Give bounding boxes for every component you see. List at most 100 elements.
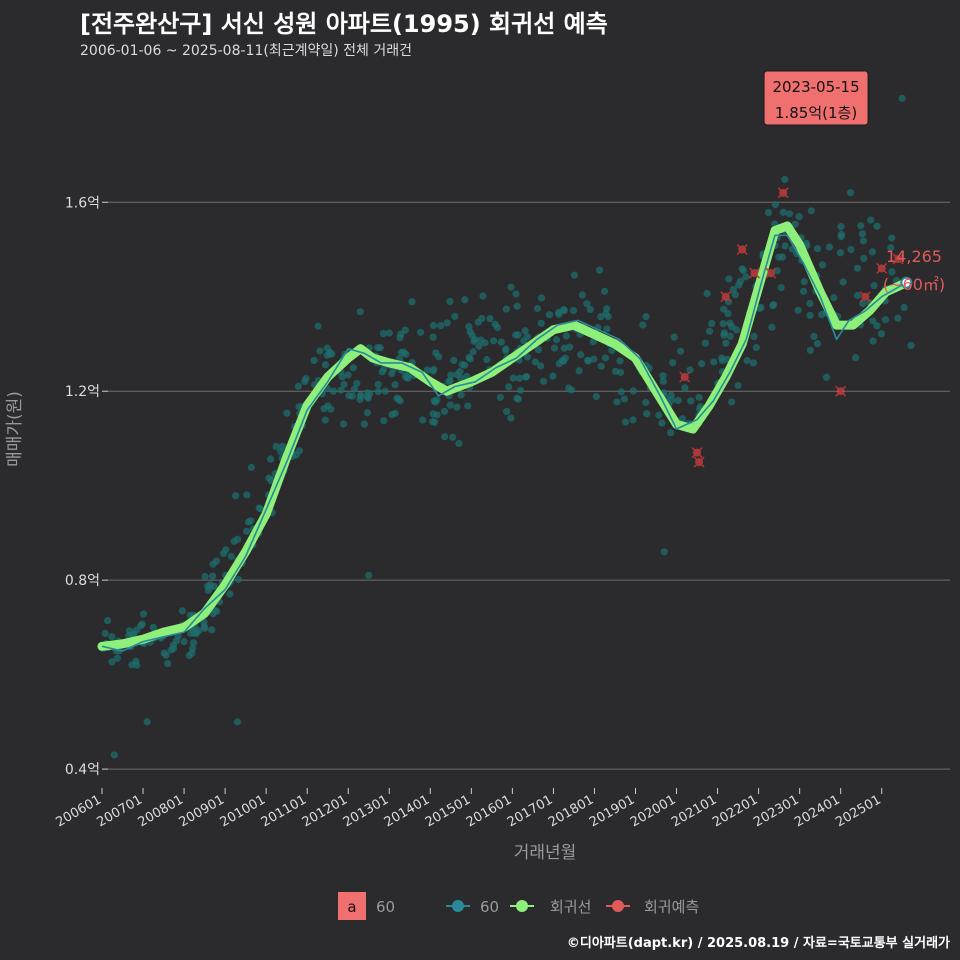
scatter-point: [429, 367, 437, 375]
scatter-point: [416, 328, 425, 336]
scatter-point: [550, 344, 559, 352]
scatter-point: [149, 623, 157, 631]
scatter-point: [178, 607, 186, 615]
scatter-point: [507, 414, 515, 422]
scatter-point: [725, 275, 733, 283]
scatter-point: [339, 420, 348, 428]
scatter-point: [887, 244, 895, 252]
scatter-point: [441, 433, 449, 441]
scatter-point: [233, 718, 242, 726]
scatter-point: [310, 356, 318, 365]
scatter-point: [888, 268, 896, 276]
scatter-point: [873, 222, 881, 230]
scatter-point: [608, 346, 616, 355]
scatter-point: [718, 354, 726, 362]
scatter-point: [795, 213, 803, 221]
scatter-point: [720, 329, 728, 337]
scatter-point: [853, 264, 862, 272]
x-tick-label: 201501: [423, 792, 473, 830]
scatter-point: [549, 372, 557, 380]
scatter-point: [837, 223, 845, 231]
scatter-point: [277, 447, 285, 456]
scatter-point: [522, 373, 530, 381]
scatter-point: [139, 610, 148, 618]
x-tick-label: 202001: [628, 792, 678, 830]
scatter-point: [859, 237, 868, 245]
forecast-x-mark: [765, 267, 777, 279]
scatter-point: [807, 207, 815, 215]
scatter-point: [642, 398, 650, 407]
scatter-point: [324, 402, 332, 410]
scatter-point: [870, 281, 878, 290]
x-tick-label: 201901: [587, 792, 637, 830]
scatter-point: [321, 416, 329, 424]
scatter-point: [408, 298, 416, 306]
scatter-point: [453, 371, 461, 379]
regression-line: [97, 221, 911, 651]
scatter-point: [560, 344, 568, 352]
highlight-date: 2023-05-15: [772, 78, 859, 96]
scatter-point: [189, 639, 198, 647]
scatter-point: [778, 253, 787, 261]
scatter-point: [545, 311, 554, 319]
scatter-point: [869, 337, 877, 345]
forecast-x-mark: [720, 291, 732, 303]
scatter-point: [323, 351, 331, 359]
scatter-point: [867, 216, 875, 224]
scatter-point: [189, 629, 198, 637]
scatter-point: [521, 327, 529, 335]
scatter-point: [799, 287, 808, 295]
mean-price-line: [101, 234, 907, 652]
scatter-point: [232, 492, 240, 500]
scatter-point: [509, 374, 517, 382]
x-tick-label: 201601: [464, 792, 514, 830]
scatter-point: [402, 350, 410, 358]
scatter-point: [854, 291, 862, 300]
last-value-label: 14,265: [886, 247, 942, 266]
x-tick-label: 200601: [54, 792, 104, 830]
scatter-point: [620, 395, 629, 403]
scatter-point: [566, 343, 574, 351]
scatter-point: [477, 336, 485, 344]
y-tick-label: 0.4억: [65, 762, 100, 778]
scatter-point: [344, 371, 352, 379]
scatter-point: [800, 278, 808, 286]
scatter-point: [678, 415, 687, 423]
scatter-point: [461, 296, 469, 304]
scatter-point: [567, 386, 576, 394]
scatter-point: [337, 386, 345, 394]
scatter-point: [888, 234, 896, 242]
scatter-point: [363, 409, 372, 417]
scatter-point: [555, 308, 563, 316]
scatter-point: [489, 337, 498, 345]
scatter-point: [857, 222, 865, 230]
scatter-point: [629, 387, 637, 395]
scatter-point: [512, 290, 520, 298]
forecast-x-mark: [679, 371, 691, 383]
scatter-point: [180, 638, 188, 646]
scatter-point: [449, 433, 457, 441]
scatter-point: [552, 336, 561, 344]
scatter-point: [846, 189, 855, 197]
scatter-point: [769, 301, 778, 309]
series-lines: [97, 221, 911, 652]
scatter-point: [894, 314, 902, 322]
legend: a 60 60 회귀선 회귀예측: [338, 892, 699, 920]
highlight-label-box: [763, 70, 869, 126]
scatter-point: [877, 330, 886, 338]
source-caption: ©디아파트(dapt.kr) / 2025.08.19 / 자료=국토교통부 실…: [566, 936, 950, 951]
scatter-point: [836, 249, 845, 257]
x-tick-label: 200701: [95, 792, 145, 830]
scatter-point: [350, 385, 359, 393]
scatter-point: [674, 396, 682, 405]
scatter-point: [455, 439, 463, 448]
scatter-point: [822, 373, 831, 381]
scatter-point: [592, 392, 600, 401]
scatter-point: [516, 386, 525, 394]
scatter-point: [687, 397, 695, 405]
scatter-point: [724, 309, 732, 318]
scatter-point: [569, 306, 578, 315]
scatter-point: [612, 367, 620, 375]
scatter-point: [502, 347, 510, 355]
